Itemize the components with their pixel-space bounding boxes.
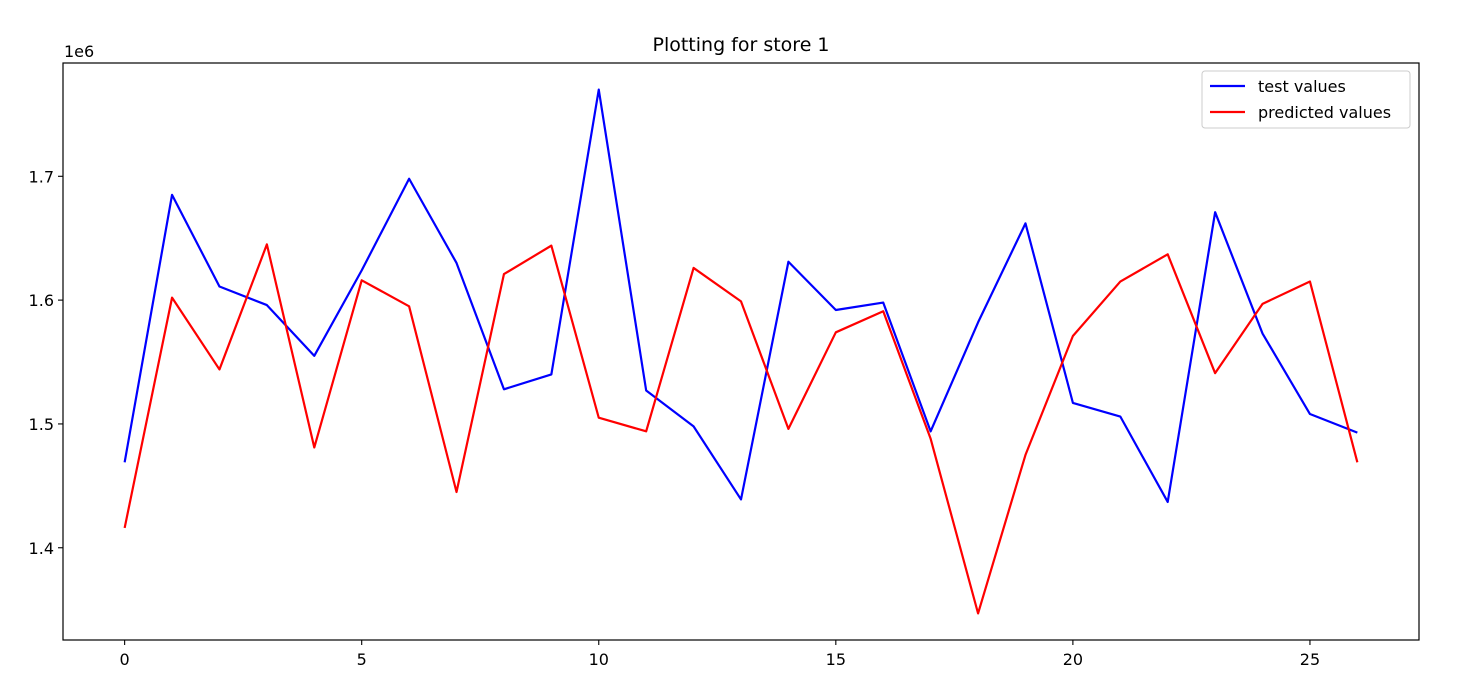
x-tick-label: 0 bbox=[120, 650, 130, 669]
legend-label-0: test values bbox=[1258, 77, 1346, 96]
x-axis-ticks: 0 5 10 15 20 25 bbox=[120, 640, 1320, 669]
y-tick-label: 1.6 bbox=[29, 291, 54, 310]
series-line-1 bbox=[123, 243, 1359, 615]
series-line-0 bbox=[123, 88, 1358, 504]
plot-area-frame bbox=[62, 62, 1420, 641]
chart-title: Plotting for store 1 bbox=[652, 34, 829, 56]
series-lines bbox=[123, 88, 1359, 615]
x-tick-label: 10 bbox=[589, 650, 609, 669]
x-tick-label: 25 bbox=[1300, 650, 1320, 669]
x-tick-label: 20 bbox=[1063, 650, 1083, 669]
x-tick-label: 15 bbox=[826, 650, 846, 669]
legend: test values predicted values bbox=[1201, 70, 1411, 129]
y-tick-label: 1.5 bbox=[29, 415, 54, 434]
y-axis-offset-label: 1e6 bbox=[64, 42, 94, 61]
legend-label-1: predicted values bbox=[1258, 103, 1391, 122]
legend-box bbox=[1201, 70, 1411, 129]
y-tick-label: 1.4 bbox=[29, 539, 54, 558]
y-tick-label: 1.7 bbox=[29, 167, 54, 186]
x-tick-label: 5 bbox=[357, 650, 367, 669]
y-axis-ticks: 1.4 1.5 1.6 1.7 bbox=[29, 167, 63, 558]
